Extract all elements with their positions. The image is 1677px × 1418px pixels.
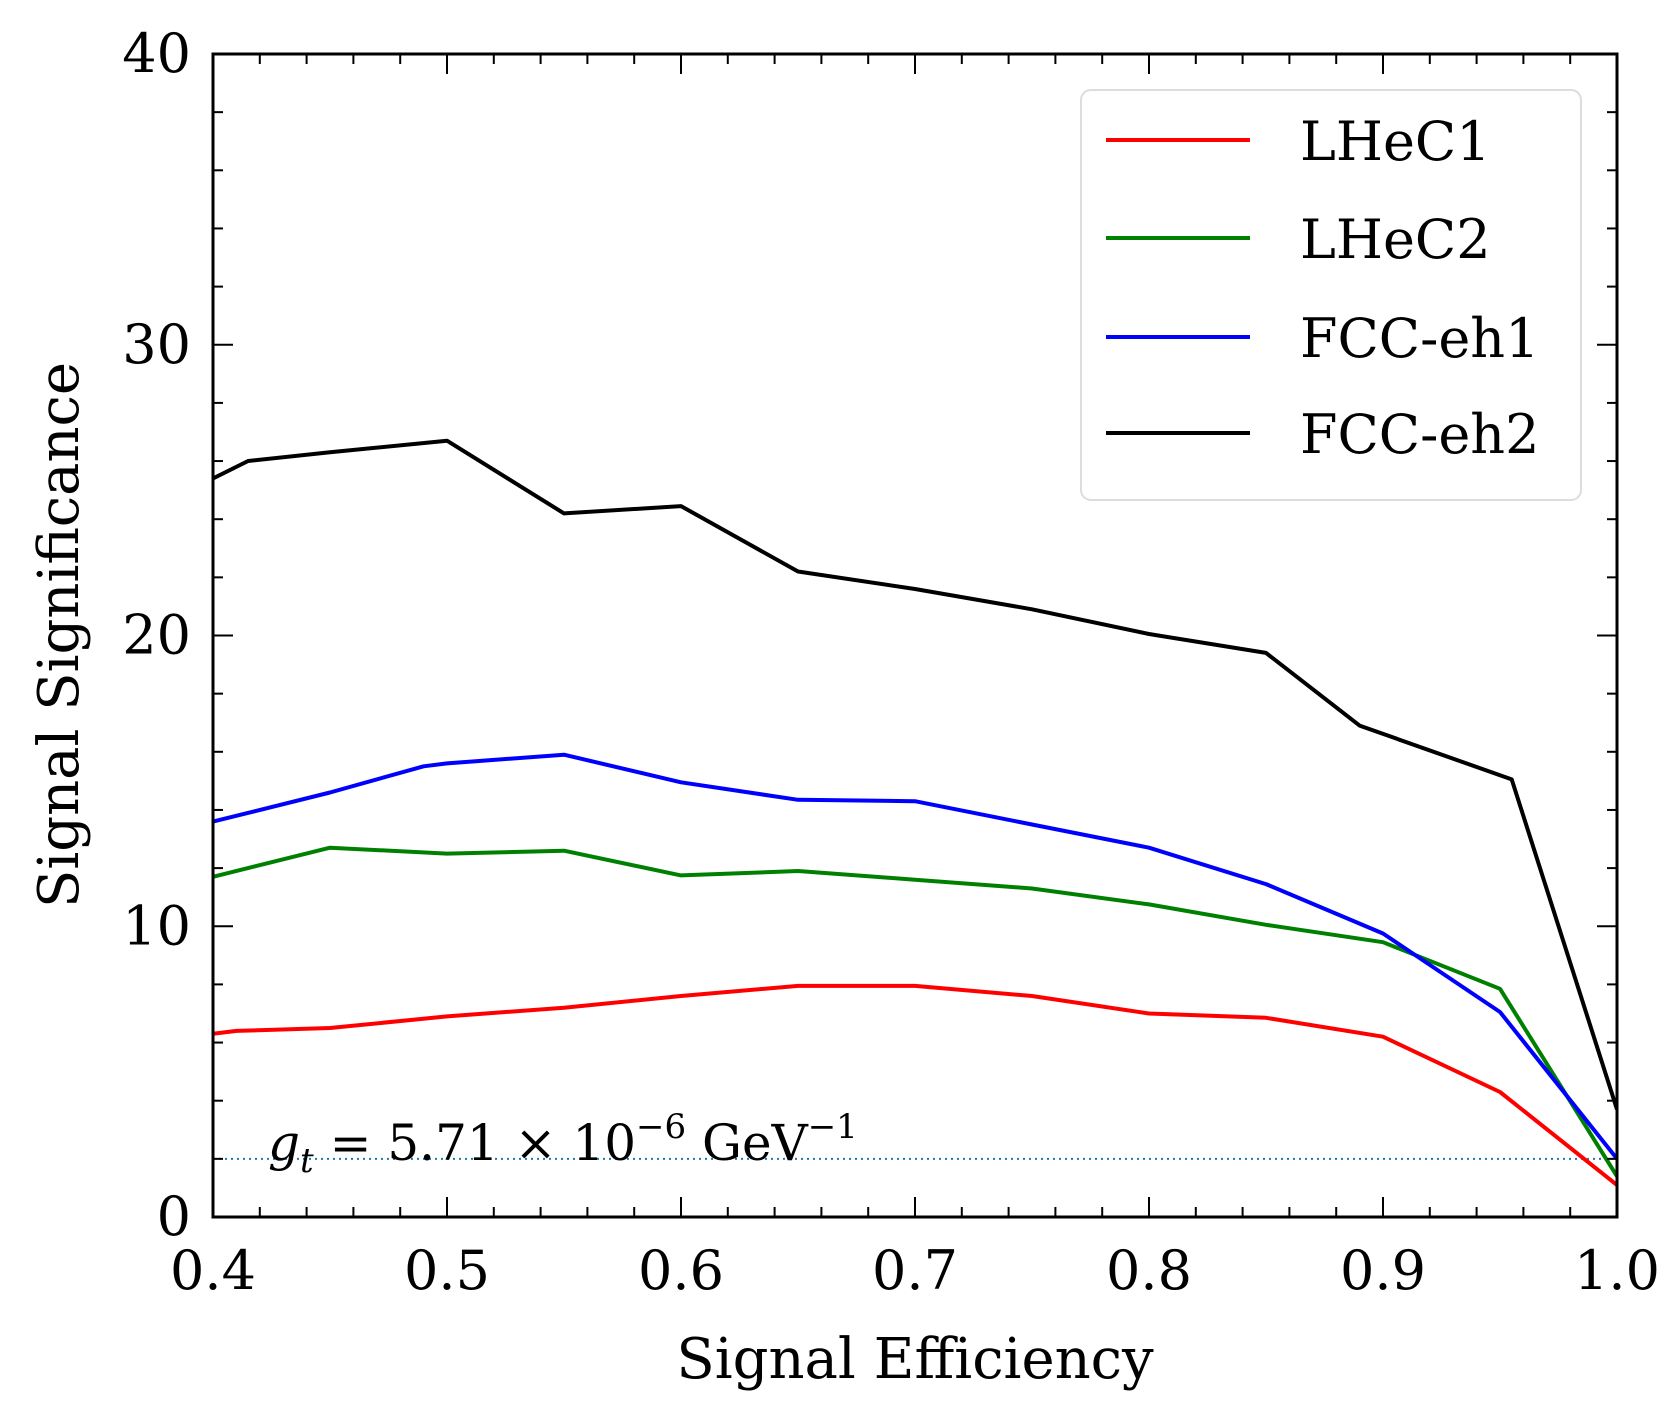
x-tick-label: 0.6 [638, 1239, 724, 1302]
annotation-unit-exponent: −1 [808, 1107, 858, 1147]
annotation-symbol: g [268, 1114, 300, 1172]
axis-ticks [212, 53, 1618, 1218]
legend: LHeC1 LHeC2 FCC-eh1 FCC-eh2 [1080, 89, 1582, 501]
y-tick-label: 40 [122, 22, 191, 85]
y-tick-label: 0 [157, 1185, 191, 1248]
annotation-exponent: −6 [636, 1107, 686, 1147]
x-tick-label: 0.8 [1106, 1239, 1192, 1302]
y-tick-label: 30 [122, 313, 191, 376]
plot-frame [211, 52, 1619, 1219]
x-tick-label: 0.7 [872, 1239, 958, 1302]
plot-lines [213, 438, 1617, 1187]
tick-labels: 0.4 0.5 0.6 0.7 0.8 0.9 1.0 0 10 20 30 40 [122, 22, 1660, 1302]
series-line-fcc-eh1 [213, 752, 1617, 1161]
series-line-lhec1 [213, 983, 1617, 1187]
legend-label-fcc-eh1: FCC-eh1 [1300, 307, 1539, 370]
legend-label-lhec2: LHeC2 [1300, 208, 1491, 271]
x-tick-label: 1.0 [1574, 1239, 1660, 1302]
legend-label-lhec1: LHeC1 [1300, 110, 1491, 173]
y-tick-label: 10 [122, 894, 191, 957]
y-tick-label: 20 [122, 604, 191, 667]
y-axis-label: Signal Significance [27, 362, 92, 908]
legend-label-fcc-eh2: FCC-eh2 [1300, 403, 1539, 466]
series-line-fcc-eh2 [213, 438, 1617, 1111]
annotation-subscript: t [300, 1141, 314, 1181]
x-tick-label: 0.4 [170, 1239, 256, 1302]
x-tick-label: 0.5 [404, 1239, 490, 1302]
annotation-unit: GeV [686, 1114, 808, 1172]
x-axis-label: Signal Efficiency [676, 1327, 1154, 1392]
annotation-text: = 5.71 × 10 [314, 1114, 636, 1172]
x-tick-label: 0.9 [1340, 1239, 1426, 1302]
coupling-annotation: gt = 5.71 × 10−6 GeV−1 [268, 1107, 858, 1181]
legend-box [1080, 89, 1582, 501]
series-line-lhec2 [213, 845, 1617, 1178]
